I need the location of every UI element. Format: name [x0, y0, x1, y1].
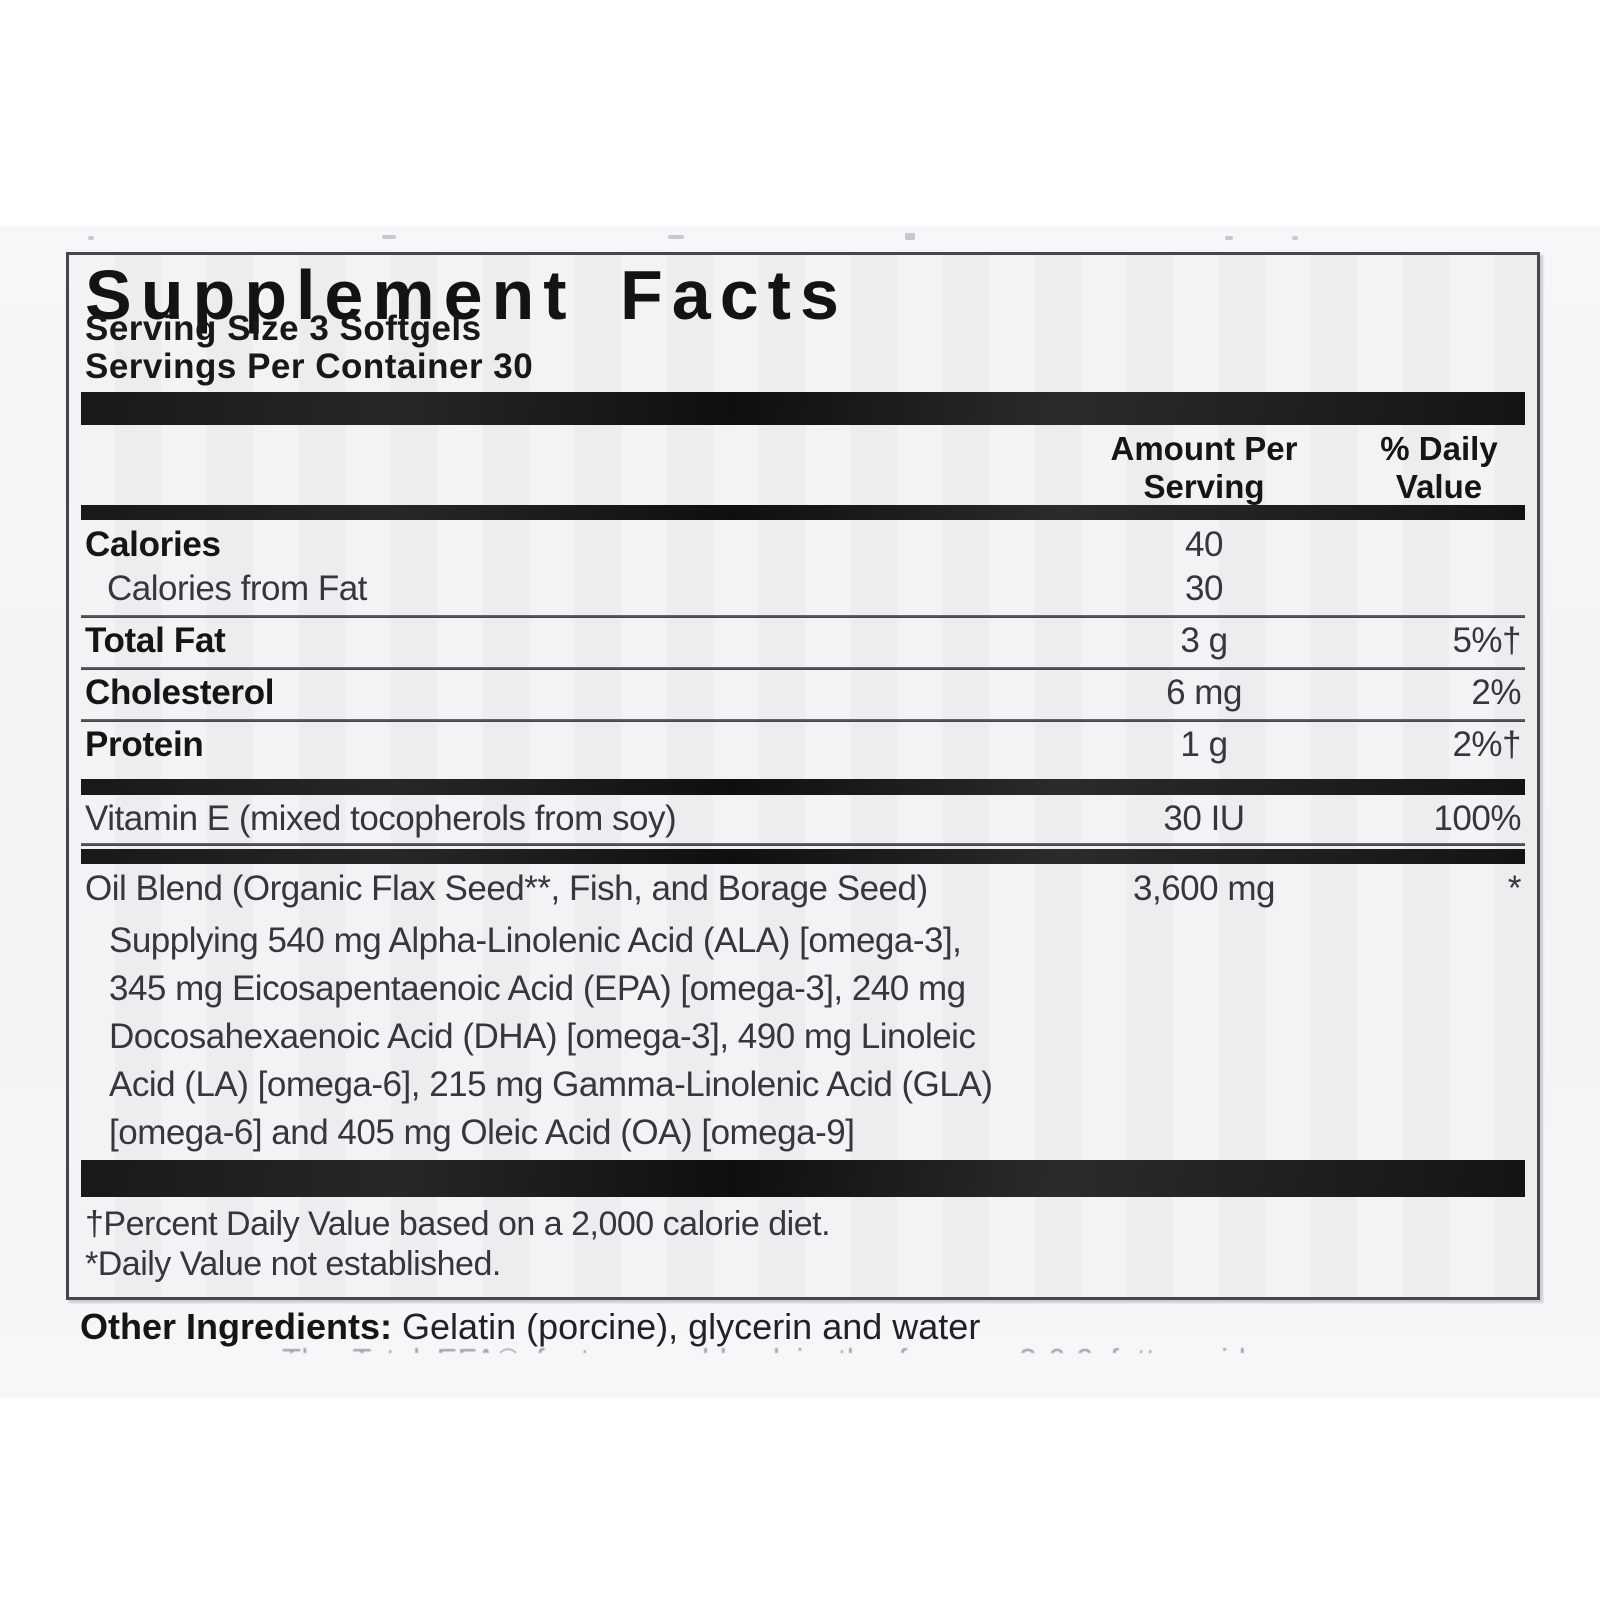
dv-header-line1: % Daily [1380, 430, 1498, 467]
scan-artifact [88, 236, 94, 240]
amount-value: 40 [1185, 525, 1223, 564]
amount-value: 1 g [1180, 725, 1228, 764]
oil-blend-description-line: Acid (LA) [omega-6], 215 mg Gamma-Linole… [109, 1065, 993, 1104]
daily-value: * [1507, 869, 1522, 908]
row-calories: Calories 40 [69, 525, 1537, 565]
row-divider [81, 667, 1525, 670]
row-cholesterol: Cholesterol 6 mg 2% [69, 673, 1537, 713]
footnote-not-established: *Daily Value not established. [85, 1245, 501, 1283]
other-ingredients: Other Ingredients: Gelatin (porcine), gl… [80, 1306, 980, 1348]
thick-separator-bar [81, 1160, 1525, 1197]
oil-blend-description-line: [omega-6] and 405 mg Oleic Acid (OA) [om… [109, 1113, 855, 1152]
row-divider [81, 719, 1525, 722]
row-vitamin-e: Vitamin E (mixed tocopherols from soy) 3… [69, 799, 1537, 839]
supplement-facts-panel: Supplement Facts Serving Size 3 Softgels… [66, 252, 1540, 1300]
other-ingredients-label: Other Ingredients: [80, 1306, 393, 1347]
oil-blend-description: Supplying 540 mg Alpha-Linolenic Acid (A… [109, 917, 993, 1157]
medium-separator-bar [81, 849, 1525, 864]
oil-blend-description-line: 345 mg Eicosapentaenoic Acid (EPA) [omeg… [109, 969, 966, 1008]
amount-value: 30 [1185, 569, 1223, 608]
dv-header-line2: Value [1395, 468, 1483, 505]
scan-area: Supplement Facts Serving Size 3 Softgels… [0, 226, 1600, 1398]
nutrient-name: Vitamin E (mixed tocopherols from soy) [85, 799, 677, 838]
row-total-fat: Total Fat 3 g 5%† [69, 621, 1537, 661]
scan-artifact [1292, 236, 1298, 240]
nutrient-name: Calories from Fat [107, 569, 367, 608]
nutrient-name: Cholesterol [85, 673, 275, 712]
amount-value: 30 IU [1163, 799, 1245, 838]
scan-artifact [1225, 236, 1233, 240]
row-protein: Protein 1 g 2%† [69, 725, 1537, 765]
medium-separator-bar [81, 779, 1525, 795]
nutrient-name: Calories [85, 525, 221, 564]
serving-size: Serving Size 3 Softgels [85, 309, 482, 348]
scan-artifact [668, 235, 684, 239]
amount-header-line2: Serving [1143, 468, 1265, 505]
daily-value-header: % Daily Value [1349, 430, 1529, 506]
scan-artifact [905, 233, 915, 240]
amount-header-line1: Amount Per [1110, 430, 1298, 467]
row-oil-blend: Oil Blend (Organic Flax Seed**, Fish, an… [69, 869, 1537, 909]
amount-value: 3 g [1180, 621, 1228, 660]
daily-value: 2% [1471, 673, 1521, 712]
nutrient-name: Protein [85, 725, 204, 764]
oil-blend-description-line: Docosahexaenoic Acid (DHA) [omega-3], 49… [109, 1017, 976, 1056]
thick-separator-bar [81, 392, 1525, 425]
footnote-daily-value: †Percent Daily Value based on a 2,000 ca… [85, 1205, 831, 1243]
cropped-text-bottom: The Total EFA® features a blend in the f… [282, 1340, 1462, 1353]
oil-blend-description-line: Supplying 540 mg Alpha-Linolenic Acid (A… [109, 921, 962, 960]
row-divider [81, 615, 1525, 618]
nutrient-name: Total Fat [85, 621, 226, 660]
daily-value: 5%† [1452, 621, 1521, 660]
medium-separator-bar [81, 505, 1525, 520]
panel-title: Supplement Facts [85, 256, 848, 334]
nutrient-name: Oil Blend (Organic Flax Seed**, Fish, an… [85, 869, 928, 908]
row-divider [81, 843, 1525, 846]
other-ingredients-text: Gelatin (porcine), glycerin and water [392, 1306, 981, 1347]
row-calories-from-fat: Calories from Fat 30 [69, 569, 1537, 609]
daily-value: 2%† [1452, 725, 1521, 764]
servings-per-container: Servings Per Container 30 [85, 347, 534, 386]
amount-per-serving-header: Amount Per Serving [1049, 430, 1359, 506]
daily-value: 100% [1433, 799, 1521, 838]
scan-artifact [382, 235, 396, 239]
amount-value: 3,600 mg [1133, 869, 1275, 908]
amount-value: 6 mg [1166, 673, 1242, 712]
